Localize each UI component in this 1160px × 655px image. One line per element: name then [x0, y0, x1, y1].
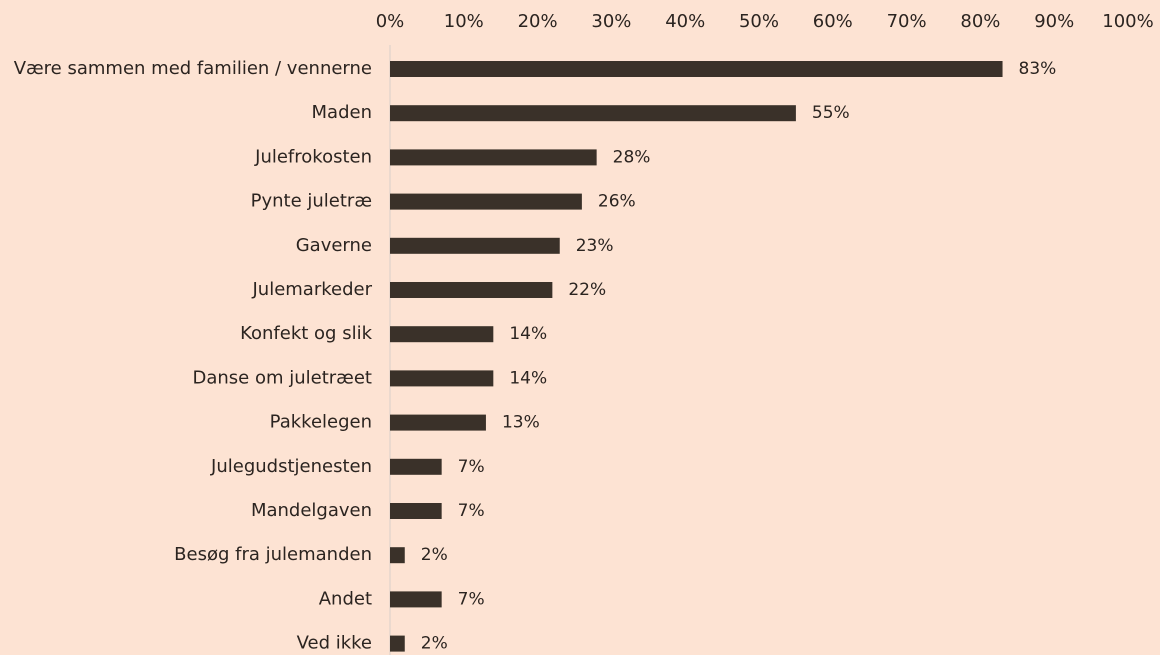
value-label: 7% [458, 457, 485, 477]
value-label: 14% [509, 368, 547, 388]
value-label: 7% [458, 589, 485, 609]
category-label: Gaverne [296, 235, 372, 256]
bar [390, 503, 442, 519]
bar [390, 149, 597, 166]
x-tick-label: 0% [376, 11, 405, 32]
category-label: Pakkelegen [270, 412, 372, 433]
value-label: 7% [458, 501, 485, 521]
bar [390, 547, 405, 564]
value-label: 2% [421, 634, 448, 654]
bar [390, 370, 494, 387]
bar [390, 326, 494, 343]
x-tick-label: 10% [444, 11, 484, 32]
bar [390, 61, 1003, 77]
category-label: Julegudstjenesten [210, 456, 372, 477]
x-tick-label: 70% [887, 11, 927, 32]
category-label: Julefrokosten [254, 146, 372, 167]
bar [390, 193, 582, 210]
bar [390, 414, 486, 431]
bar [390, 458, 442, 475]
bar [390, 635, 405, 652]
bar [390, 591, 442, 608]
value-label: 13% [502, 413, 540, 433]
x-tick-label: 50% [739, 11, 779, 32]
category-label: Maden [312, 102, 372, 123]
x-tick-label: 100% [1102, 11, 1153, 32]
value-label: 23% [576, 236, 614, 256]
category-label: Mandelgaven [251, 500, 372, 521]
value-label: 26% [598, 192, 636, 212]
category-label: Danse om juletræet [193, 367, 373, 388]
x-tick-label: 60% [813, 11, 853, 32]
value-label: 55% [812, 103, 850, 123]
x-tick-label: 80% [960, 11, 1000, 32]
bar [390, 237, 560, 254]
category-label: Pynte juletræ [251, 191, 372, 212]
bar [390, 105, 796, 122]
value-label: 2% [421, 545, 448, 565]
category-label: Ved ikke [297, 633, 372, 654]
value-label: 22% [568, 280, 606, 300]
bar [390, 282, 553, 298]
category-label: Julemarkeder [251, 279, 372, 300]
x-tick-label: 40% [665, 11, 705, 32]
x-tick-label: 90% [1034, 11, 1074, 32]
x-tick-label: 30% [591, 11, 631, 32]
value-label: 14% [509, 324, 547, 344]
x-tick-label: 20% [518, 11, 558, 32]
category-label: Være sammen med familien / vennerne [14, 58, 372, 79]
category-label: Andet [319, 588, 372, 609]
category-label: Besøg fra julemanden [174, 544, 372, 565]
value-label: 83% [1019, 59, 1057, 79]
category-label: Konfekt og slik [240, 323, 372, 344]
value-label: 28% [613, 147, 651, 167]
